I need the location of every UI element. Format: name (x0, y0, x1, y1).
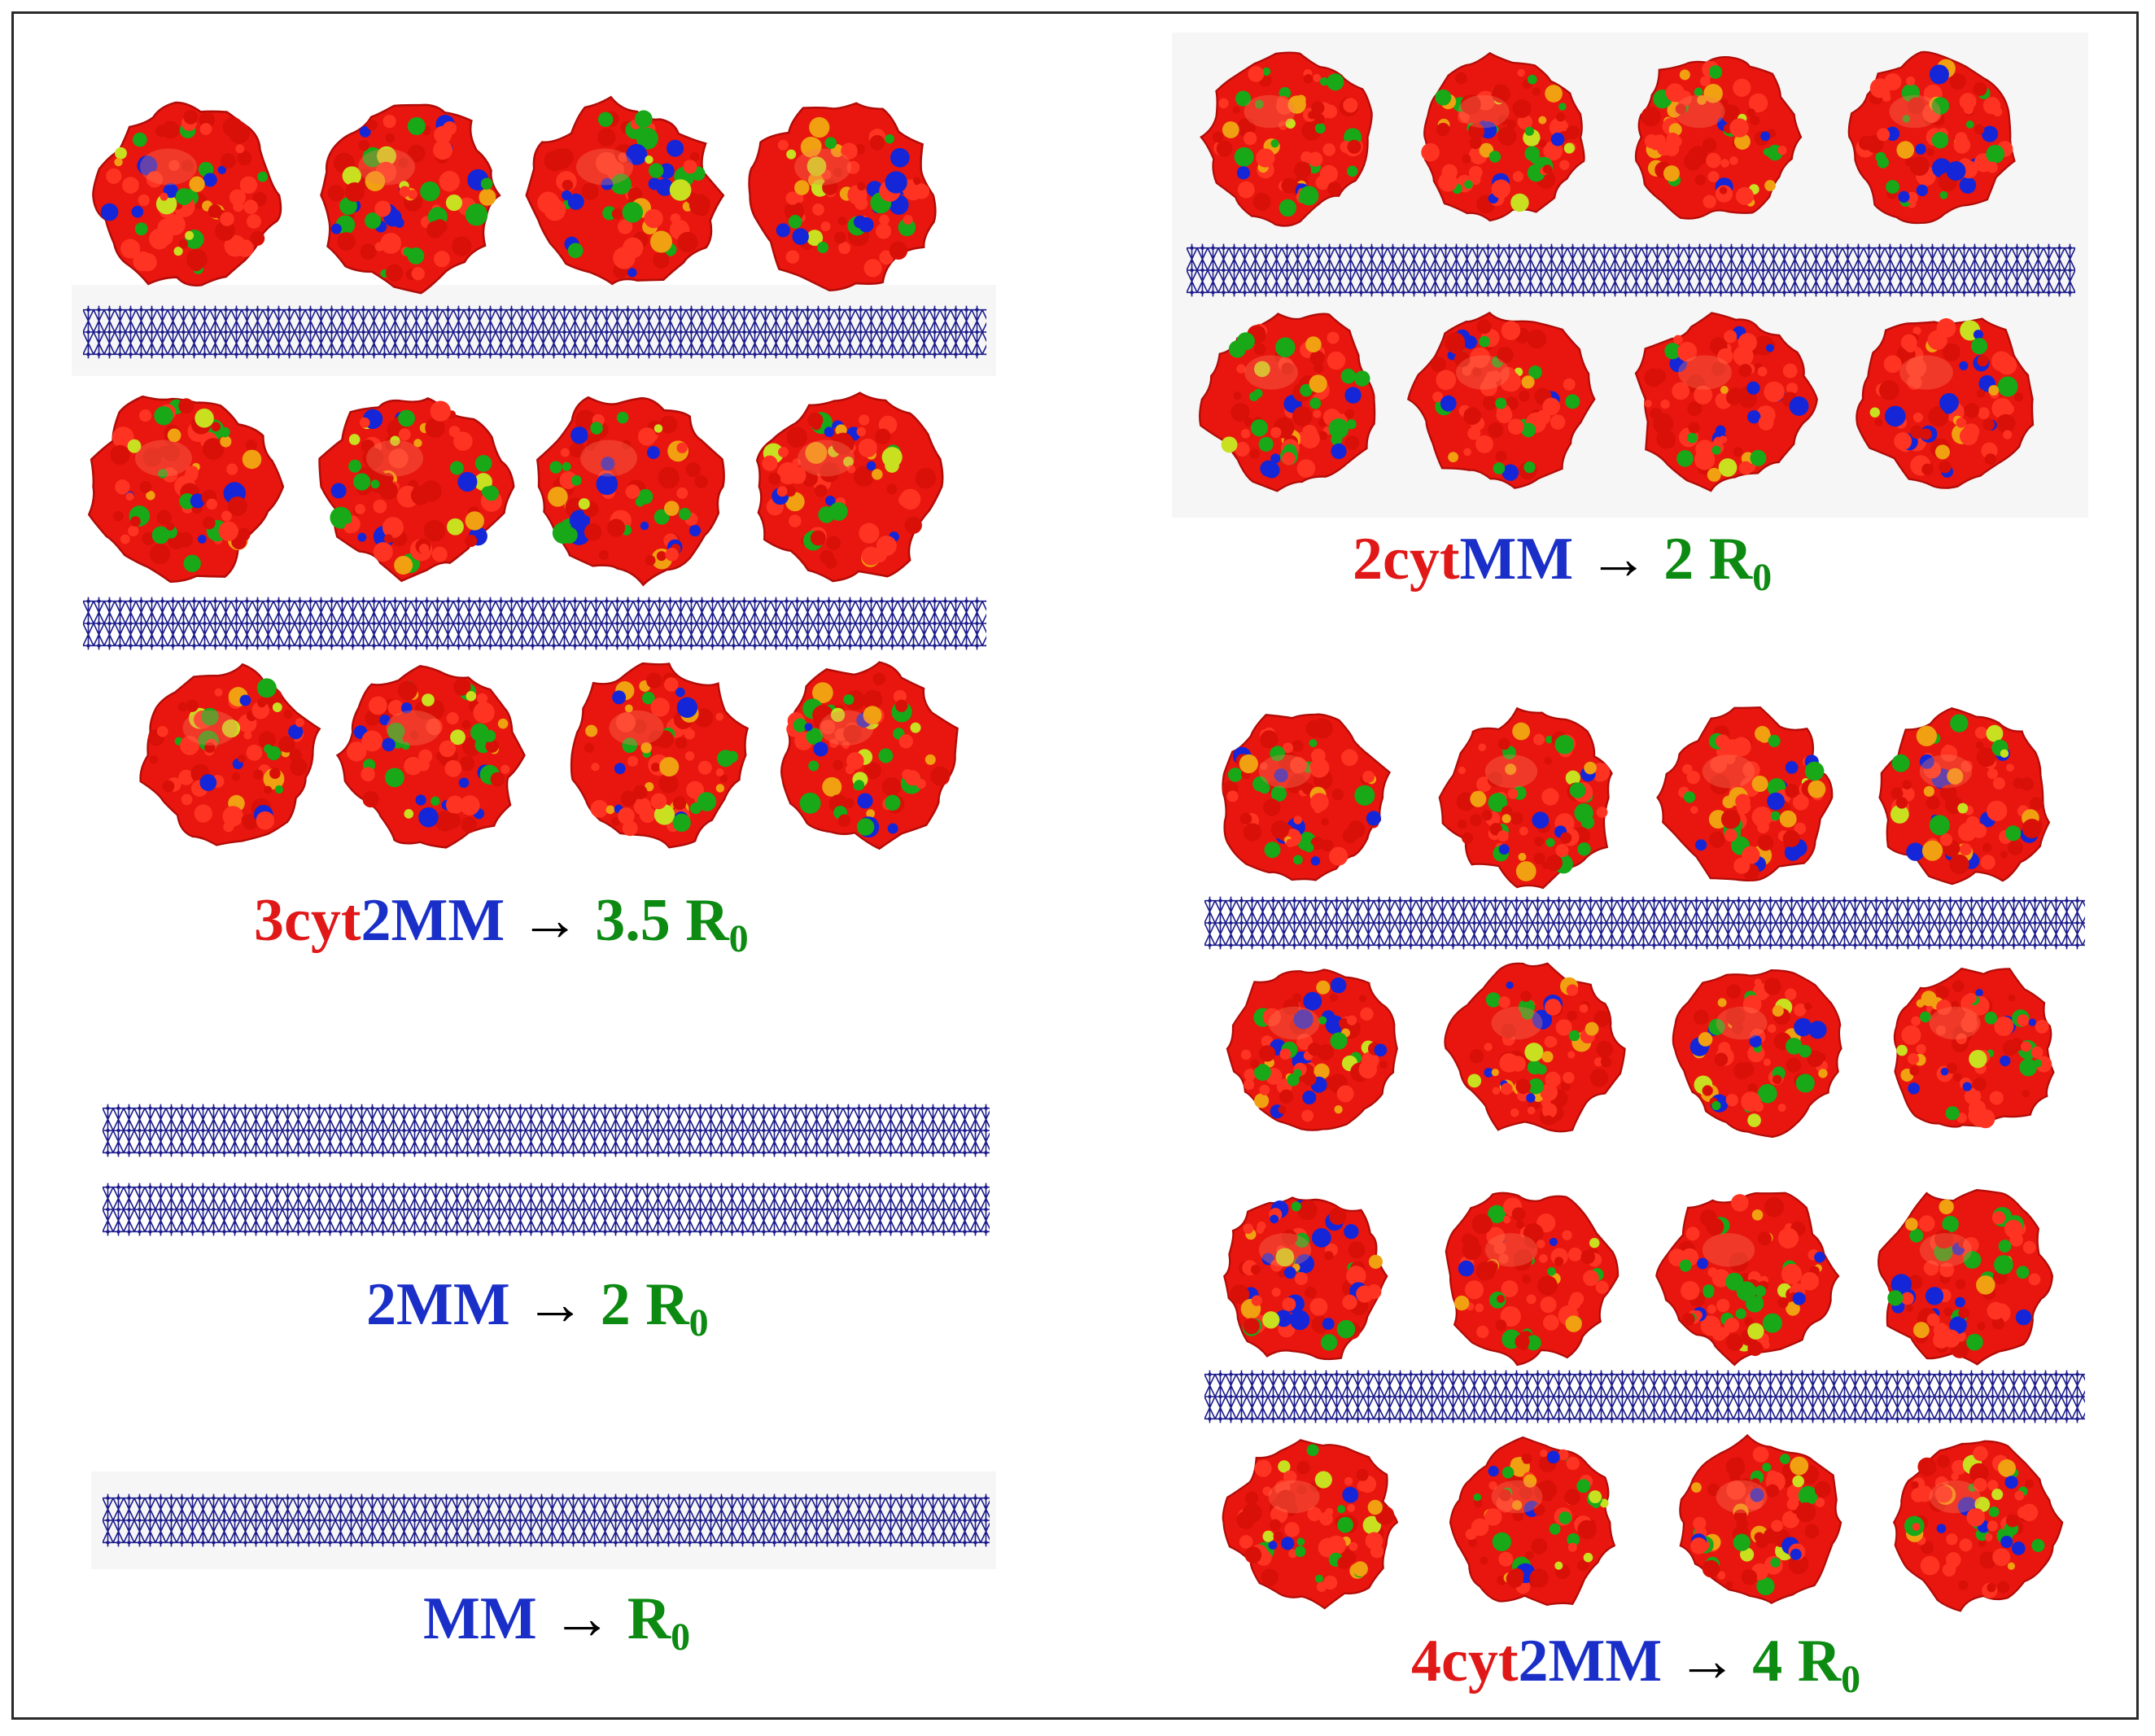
caption-2cytmm: 2cytMM → 2 R0 (1353, 529, 1772, 597)
membrane-strip (1187, 241, 2075, 300)
cytochrome-surface-icon (1882, 957, 2065, 1140)
cytochrome-surface-icon (523, 94, 727, 297)
caption-mm-part: 2MM (366, 1271, 510, 1338)
membrane-lattice-icon (1204, 1370, 2085, 1423)
caption-factor: 2 R0 (600, 1271, 709, 1345)
cytochrome-surface-icon (1871, 1183, 2058, 1370)
cytochrome-surface-icon (132, 658, 327, 853)
caption-3cyt2mm: 3cyt2MM → 3.5 R0 (254, 887, 749, 960)
cytochrome-surface-icon (305, 94, 509, 297)
caption-factor: R0 (627, 1585, 691, 1659)
arrow-icon: → (1676, 1628, 1738, 1694)
membrane-strip (83, 594, 986, 653)
cytochrome-surface-icon (1626, 46, 1809, 229)
membrane-strip (1204, 1367, 2085, 1426)
cytochrome-surface-icon (1221, 1431, 1404, 1614)
membrane-lattice-icon (83, 305, 986, 359)
cytochrome-surface-icon (82, 385, 286, 588)
membrane-strip (103, 1491, 990, 1550)
caption-mm-part: 2MM (1518, 1628, 1663, 1694)
cytochrome-surface-icon (741, 94, 945, 297)
cytochrome-surface-icon (558, 658, 754, 853)
arrow-icon: → (519, 887, 580, 954)
membrane-lattice-icon (103, 1104, 990, 1157)
membrane-lattice-icon (103, 1183, 990, 1236)
cytochrome-surface-icon (745, 385, 948, 588)
cytochrome-surface-icon (1444, 1431, 1627, 1614)
cytochrome-surface-icon (1221, 957, 1404, 1140)
arrow-icon: → (1588, 526, 1649, 593)
caption-factor: 2 R0 (1663, 526, 1773, 599)
cytochrome-surface-icon (335, 658, 531, 853)
arrow-icon: → (552, 1585, 613, 1652)
cytochrome-surface-icon (87, 94, 291, 297)
cytochrome-surface-icon (1210, 704, 1397, 891)
cytochrome-surface-icon (1436, 1183, 1624, 1370)
cytochrome-surface-icon (1195, 304, 1386, 495)
cytochrome-surface-icon (1628, 304, 1820, 495)
caption-mm-part: MM (1459, 526, 1574, 593)
membrane-lattice-icon (1187, 243, 2075, 297)
membrane-strip (103, 1180, 990, 1239)
caption-cyt-part: 3cyt (254, 887, 361, 954)
cytochrome-surface-icon (1654, 704, 1841, 891)
caption-cyt-part: 2cyt (1353, 526, 1460, 593)
membrane-strip (83, 303, 986, 361)
caption-factor: 4 R0 (1752, 1628, 1861, 1701)
membrane-strip (1204, 894, 2085, 952)
membrane-lattice-icon (1204, 896, 2085, 950)
caption-cyt-part: 4cyt (1411, 1628, 1519, 1694)
membrane-lattice-icon (103, 1493, 990, 1547)
cytochrome-surface-icon (1850, 304, 2041, 495)
cytochrome-surface-icon (1882, 1431, 2065, 1614)
caption-4cyt2mm: 4cyt2MM → 4 R0 (1411, 1628, 1861, 1701)
caption-factor: 3.5 R0 (595, 887, 749, 960)
cytochrome-surface-icon (768, 658, 964, 853)
cytochrome-surface-icon (1668, 1431, 1851, 1614)
arrow-icon: → (525, 1271, 586, 1338)
cytochrome-surface-icon (1842, 46, 2025, 229)
cytochrome-surface-icon (1196, 46, 1379, 229)
cytochrome-surface-icon (1443, 957, 1627, 1140)
cytochrome-surface-icon (1436, 704, 1624, 891)
cytochrome-surface-icon (1210, 1183, 1397, 1370)
membrane-lattice-icon (83, 597, 986, 650)
caption-2mm: 2MM → 2 R0 (366, 1275, 709, 1343)
cytochrome-surface-icon (1871, 704, 2058, 891)
caption-mm-part: 2MM (361, 887, 505, 954)
cytochrome-surface-icon (1668, 957, 1851, 1140)
membrane-strip (103, 1101, 990, 1160)
cytochrome-surface-icon (1410, 46, 1593, 229)
cytochrome-surface-icon (527, 385, 731, 588)
caption-mm-part: MM (423, 1585, 537, 1652)
cytochrome-surface-icon (313, 385, 517, 588)
cytochrome-surface-icon (1406, 304, 1598, 495)
caption-mm: MM → R0 (423, 1589, 690, 1657)
cytochrome-surface-icon (1654, 1183, 1841, 1370)
